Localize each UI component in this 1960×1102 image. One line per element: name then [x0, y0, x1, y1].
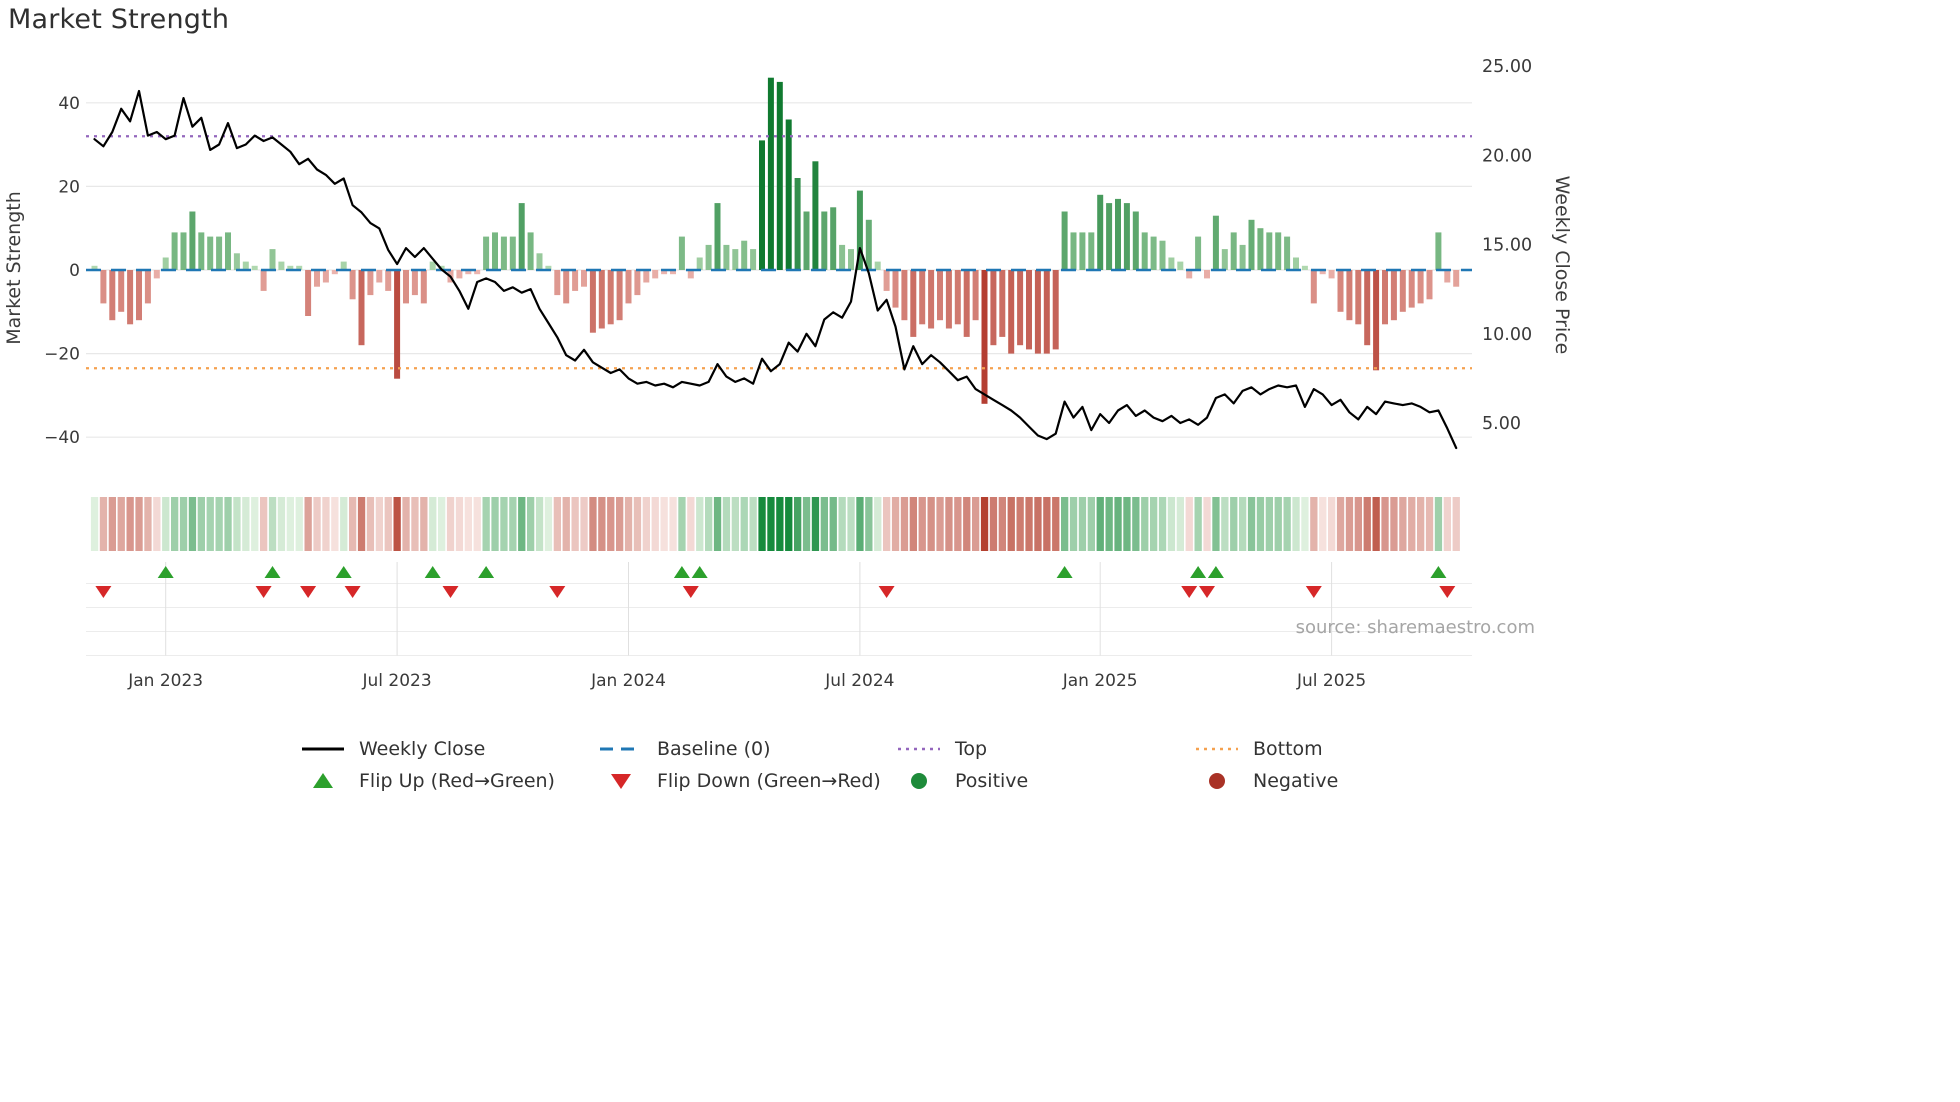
svg-text:−20: −20	[44, 345, 80, 365]
top-dotted-line-icon	[898, 747, 940, 751]
negative-dot-icon	[1209, 773, 1225, 789]
svg-text:−40: −40	[44, 428, 80, 448]
legend-item-bottom: Bottom	[1194, 738, 1492, 760]
legend-item-baseline: Baseline (0)	[598, 738, 896, 760]
svg-text:Jan 2025: Jan 2025	[1062, 671, 1138, 691]
baseline-dash-icon	[600, 747, 642, 751]
svg-text:15.00: 15.00	[1482, 236, 1532, 256]
legend-item-weekly-close: Weekly Close	[300, 738, 598, 760]
svg-text:5.00: 5.00	[1482, 414, 1521, 434]
svg-text:0: 0	[69, 261, 80, 281]
legend-label-negative: Negative	[1253, 770, 1339, 792]
legend-label-positive: Positive	[955, 770, 1029, 792]
legend-label-bottom: Bottom	[1253, 738, 1323, 760]
svg-text:Jul 2025: Jul 2025	[1296, 671, 1366, 691]
svg-text:25.00: 25.00	[1482, 57, 1532, 77]
svg-text:Jan 2023: Jan 2023	[127, 671, 203, 691]
right-axis-title: Weekly Close Price	[1551, 176, 1573, 355]
bottom-dotted-line-icon	[1196, 747, 1238, 751]
legend: Weekly Close Baseline (0) Top Bottom Fli	[300, 738, 1492, 792]
legend-item-flip-down: Flip Down (Green→Red)	[598, 770, 896, 792]
legend-item-positive: Positive	[896, 770, 1194, 792]
legend-label-flip-up: Flip Up (Red→Green)	[359, 770, 555, 792]
plot-area: 40 20 0 −20 −40 25.00 20.00 15.00 10.00 5.00 Jan 2…	[44, 57, 1532, 691]
legend-item-negative: Negative	[1194, 770, 1492, 792]
legend-item-flip-up: Flip Up (Red→Green)	[300, 770, 598, 792]
legend-label-weekly-close: Weekly Close	[359, 738, 486, 760]
svg-text:Jul 2024: Jul 2024	[824, 671, 894, 691]
svg-text:20.00: 20.00	[1482, 146, 1532, 166]
legend-label-baseline: Baseline (0)	[657, 738, 771, 760]
source-note: source: sharemaestro.com	[1296, 617, 1535, 638]
svg-text:Jan 2024: Jan 2024	[590, 671, 666, 691]
positive-dot-icon	[911, 773, 927, 789]
flip-up-triangle-icon	[313, 773, 333, 788]
weekly-close-line-icon	[302, 747, 344, 751]
left-axis-title: Market Strength	[3, 191, 25, 345]
svg-text:20: 20	[58, 177, 80, 197]
flip-down-triangle-icon	[611, 774, 631, 789]
legend-label-flip-down: Flip Down (Green→Red)	[657, 770, 881, 792]
page-title: Market Strength	[8, 4, 230, 35]
legend-item-top: Top	[896, 738, 1194, 760]
svg-text:40: 40	[58, 94, 80, 114]
svg-text:Jul 2023: Jul 2023	[362, 671, 432, 691]
market-strength-chart: 40 20 0 −20 −40 25.00 20.00 15.00 10.00 5.00 Jan 2…	[3, 57, 1573, 691]
legend-label-top: Top	[955, 738, 988, 760]
svg-text:10.00: 10.00	[1482, 325, 1532, 345]
